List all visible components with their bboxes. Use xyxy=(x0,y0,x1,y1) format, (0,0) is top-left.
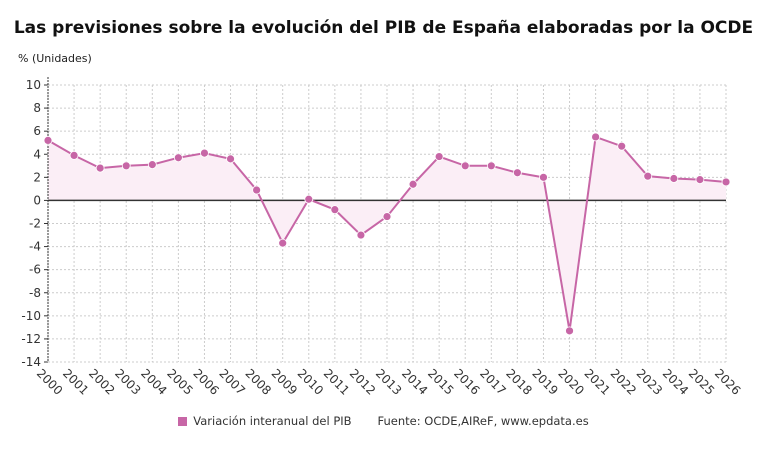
x-tick-label: 2009 xyxy=(269,366,300,397)
x-tick-label: 2018 xyxy=(503,366,534,397)
x-tick-label: 2010 xyxy=(295,366,326,397)
x-tick-label: 2026 xyxy=(712,366,743,397)
y-tick-label: 2 xyxy=(33,170,41,184)
x-tick-label: 2008 xyxy=(242,366,273,397)
x-tick-label: 2021 xyxy=(581,366,612,397)
x-tick-label: 2011 xyxy=(321,366,352,397)
x-tick-label: 2023 xyxy=(634,366,665,397)
y-tick-label: -6 xyxy=(29,263,41,277)
data-point xyxy=(408,179,418,189)
x-tick-label: 2020 xyxy=(555,366,586,397)
data-point xyxy=(200,148,209,158)
data-point xyxy=(565,326,574,336)
x-tick-label: 2006 xyxy=(190,366,221,397)
x-tick-label: 2024 xyxy=(660,366,691,397)
area-fill xyxy=(48,136,726,331)
x-tick-label: 2000 xyxy=(34,366,65,397)
data-point xyxy=(721,177,731,187)
data-point xyxy=(617,141,627,151)
x-tick-label: 2001 xyxy=(60,366,91,397)
y-tick-label: -14 xyxy=(21,355,41,369)
data-point xyxy=(591,132,601,142)
y-tick-label: 0 xyxy=(33,193,41,207)
x-tick-label: 2007 xyxy=(216,366,247,397)
data-point xyxy=(356,230,366,240)
x-tick-label: 2013 xyxy=(373,366,404,397)
data-point xyxy=(460,161,470,171)
data-point xyxy=(695,175,705,185)
source-text: Fuente: OCDE,AIReF, www.epdata.es xyxy=(377,414,589,428)
data-point xyxy=(304,194,314,204)
x-tick-label: 2017 xyxy=(477,366,508,397)
data-point xyxy=(382,212,392,221)
data-point xyxy=(643,171,653,181)
y-tick-label: -8 xyxy=(29,286,41,300)
y-tick-label: -10 xyxy=(21,309,41,323)
x-tick-label: 2015 xyxy=(425,366,456,397)
chart-title: Las previsiones sobre la evolución del P… xyxy=(13,18,754,38)
legend-label: Variación interanual del PIB xyxy=(193,414,352,428)
data-point xyxy=(278,238,288,248)
data-point xyxy=(486,161,496,171)
x-tick-label: 2003 xyxy=(112,366,143,397)
y-tick-label: 4 xyxy=(33,147,41,161)
data-point xyxy=(95,163,105,173)
data-point xyxy=(539,172,548,182)
x-tick-label: 2004 xyxy=(138,366,169,397)
y-tick-label: -4 xyxy=(29,240,41,254)
legend-swatch xyxy=(178,417,188,426)
y-axis-label: % (Unidades) xyxy=(18,52,92,65)
y-tick-label: 6 xyxy=(33,124,41,138)
x-tick-label: 2005 xyxy=(164,366,195,397)
data-point xyxy=(434,152,444,161)
data-point xyxy=(252,185,262,195)
legend: Variación interanual del PIB Fuente: OCDE… xyxy=(0,414,767,428)
data-point xyxy=(173,153,183,163)
data-point xyxy=(69,151,79,160)
data-point xyxy=(147,160,157,170)
y-tick-label: 10 xyxy=(26,78,41,92)
data-point xyxy=(669,174,679,183)
data-point xyxy=(121,161,131,171)
x-tick-label: 2012 xyxy=(347,366,378,397)
x-tick-label: 2014 xyxy=(399,366,430,397)
x-tick-label: 2022 xyxy=(608,366,639,397)
y-tick-label: -12 xyxy=(21,332,41,346)
x-tick-label: 2002 xyxy=(86,366,117,397)
data-point xyxy=(512,168,522,178)
data-point xyxy=(226,154,235,164)
y-tick-label: 8 xyxy=(33,101,41,115)
y-tick-label: -2 xyxy=(29,217,41,231)
x-tick-label: 2019 xyxy=(529,366,560,397)
data-point xyxy=(43,135,53,145)
x-tick-label: 2016 xyxy=(451,366,482,397)
x-tick-label: 2025 xyxy=(686,366,717,397)
data-point xyxy=(330,205,340,215)
